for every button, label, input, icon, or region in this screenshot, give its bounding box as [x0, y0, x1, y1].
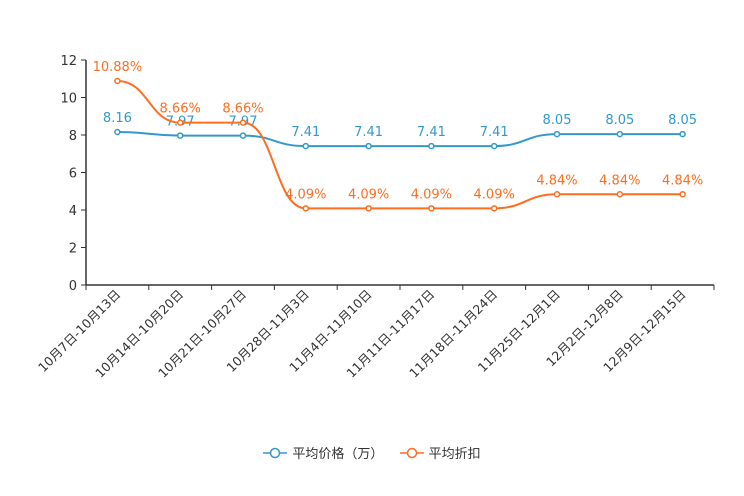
data-point — [553, 191, 561, 198]
y-axis: 0 2 4 6 8 10 12 — [60, 54, 87, 294]
data-point — [428, 142, 435, 150]
data-label: 8.16 — [103, 111, 132, 126]
data-point — [176, 119, 184, 126]
series-0: 8.167.977.977.417.417.417.418.058.058.05 — [103, 111, 697, 150]
data-label: 8.66% — [160, 102, 201, 117]
data-point — [176, 132, 184, 139]
data-label: 4.09% — [411, 187, 452, 202]
legend-item-discount[interactable]: 平均折扣 — [399, 443, 481, 462]
data-point — [302, 205, 310, 212]
data-point — [679, 130, 686, 138]
data-point — [616, 191, 624, 198]
data-point — [239, 132, 247, 139]
data-label: 4.09% — [285, 187, 326, 202]
legend: 平均价格（万） 平均折扣 — [0, 443, 744, 463]
series-1: 10.88% 8.66% 8.66% 4.09% 4.09% 4.09% 4.09% 4.84… — [93, 60, 703, 212]
legend-label-price: 平均价格（万） — [292, 447, 384, 462]
data-label: 8.05 — [605, 113, 634, 128]
y-tick-label: 12 — [60, 54, 77, 69]
data-point — [679, 191, 686, 198]
x-axis: 10月7日-10月13日10月14日-10月20日10月21日-10月27日10… — [35, 284, 715, 381]
series-layer: 8.167.977.977.417.417.417.418.058.058.05… — [93, 60, 703, 212]
legend-discount-marker-icon — [399, 447, 424, 458]
data-label: 7.41 — [480, 125, 509, 140]
data-label: 4.09% — [348, 187, 389, 202]
series-line-0 — [117, 131, 683, 148]
legend-label-discount: 平均折扣 — [428, 447, 481, 462]
series-line-1 — [117, 80, 683, 210]
data-label: 8.66% — [222, 102, 263, 117]
data-label: 4.84% — [536, 173, 577, 188]
data-label: 7.41 — [291, 125, 320, 140]
data-point — [428, 205, 435, 212]
legend-item-price[interactable]: 平均价格（万） — [263, 443, 383, 462]
y-tick-label: 0 — [69, 279, 77, 294]
y-tick-label: 2 — [69, 242, 77, 257]
data-label: 4.09% — [474, 187, 515, 202]
data-label: 7.41 — [354, 125, 383, 140]
y-tick-label: 10 — [60, 92, 77, 107]
data-label: 4.84% — [599, 173, 640, 188]
y-tick-label: 6 — [69, 167, 77, 182]
data-point — [490, 205, 498, 212]
data-point — [239, 119, 247, 126]
y-tick-label: 4 — [69, 204, 77, 219]
data-point — [490, 142, 498, 150]
data-point — [302, 142, 310, 150]
data-point — [114, 128, 121, 136]
legend-price-marker-icon — [263, 447, 288, 458]
data-point — [616, 130, 624, 138]
data-point — [365, 142, 372, 150]
data-point — [365, 205, 372, 212]
data-label: 8.05 — [543, 113, 572, 128]
data-label: 10.88% — [93, 60, 143, 75]
data-label: 7.41 — [417, 125, 446, 140]
data-label: 4.84% — [662, 173, 703, 188]
data-point — [114, 77, 121, 85]
y-tick-label: 8 — [69, 129, 77, 144]
data-point — [553, 130, 561, 138]
data-label: 8.05 — [668, 113, 697, 128]
